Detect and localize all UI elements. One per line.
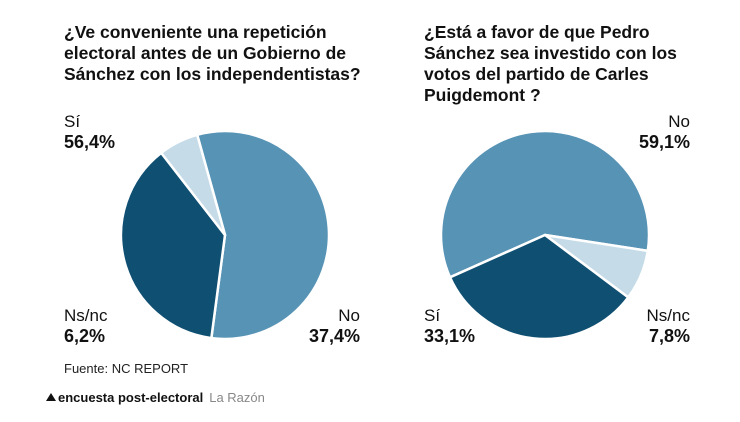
slice-name: Ns/nc	[64, 306, 108, 325]
triangle-icon	[46, 393, 56, 401]
chart-title-right: ¿Está a favor de que Pedro Sánchez sea i…	[424, 22, 677, 105]
slice-label-left-nsnc: Ns/nc 6,2%	[64, 306, 107, 346]
brand-logo: La Razón	[209, 390, 265, 405]
footer-series: encuesta post-electoral	[58, 390, 204, 405]
slice-value: 56,4%	[64, 132, 116, 152]
slice-si	[448, 233, 630, 341]
slice-nsnc	[159, 133, 227, 237]
slice-si	[195, 129, 331, 341]
slice-label-right-no: No 59,1%	[610, 112, 690, 152]
slice-value: 33,1%	[424, 326, 476, 346]
slice-name: Sí	[424, 306, 441, 325]
slice-label-left-no: No 37,4%	[280, 306, 360, 346]
chart-title-left: ¿Ve conveniente una repetición electoral…	[64, 22, 361, 84]
slice-name: No	[338, 306, 360, 325]
pie-chart-right	[439, 129, 651, 341]
slice-label-left-si: Sí 56,4%	[64, 112, 115, 152]
slice-no	[439, 129, 651, 279]
slice-name: No	[668, 112, 690, 131]
pie-chart-left	[119, 129, 331, 341]
slice-value: 37,4%	[308, 326, 360, 346]
slice-label-right-si: Sí 33,1%	[424, 306, 475, 346]
slice-value: 59,1%	[638, 132, 690, 152]
footer: encuesta post-electoral La Razón	[46, 390, 265, 405]
slice-name: Sí	[64, 112, 81, 131]
source-note: Fuente: NC REPORT	[64, 361, 189, 376]
slice-name: Ns/nc	[646, 306, 690, 325]
slice-label-right-nsnc: Ns/nc 7,8%	[600, 306, 690, 346]
slice-no	[119, 151, 227, 340]
slice-value: 6,2%	[64, 326, 106, 346]
slice-value: 7,8%	[648, 326, 690, 346]
